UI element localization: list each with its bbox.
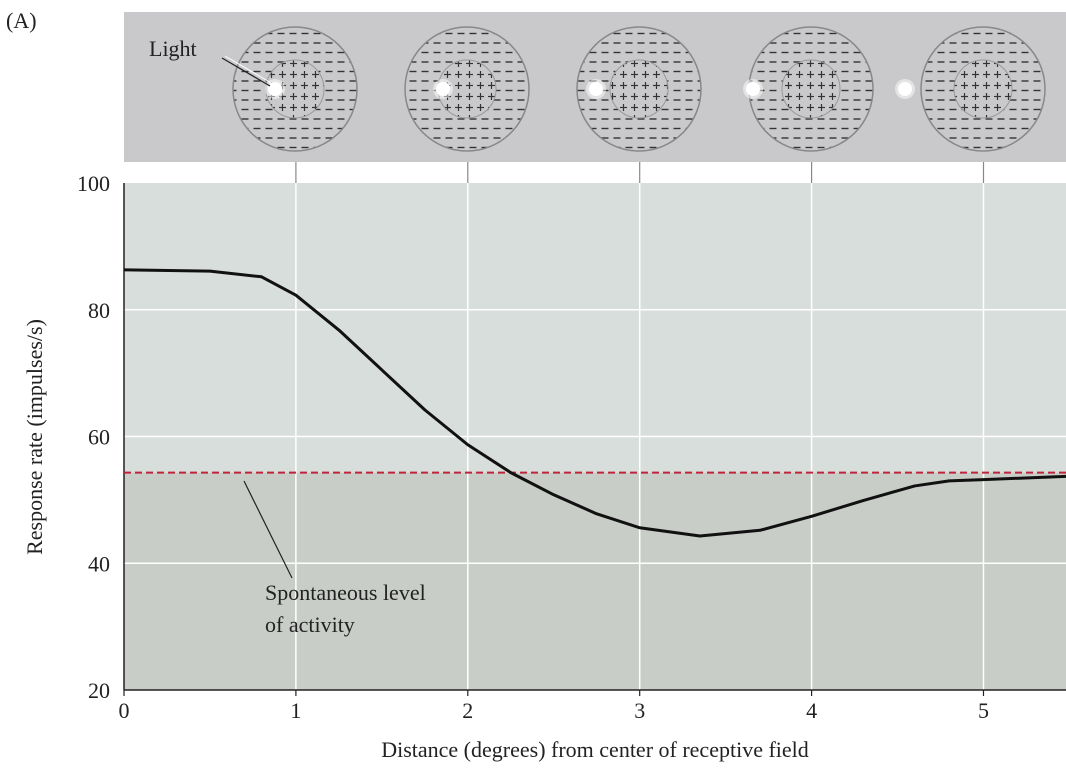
x-tick-label: 1 <box>290 698 301 723</box>
light-spot <box>268 82 282 96</box>
x-tick-label: 4 <box>806 698 817 723</box>
plot-background-upper <box>124 183 1066 473</box>
y-tick-label: 40 <box>88 551 110 576</box>
y-tick-label: 80 <box>88 298 110 323</box>
x-tick-label: 2 <box>462 698 473 723</box>
panel-label: (A) <box>6 8 37 33</box>
light-spot <box>746 82 760 96</box>
stimulus-label: Light <box>149 36 197 61</box>
x-tick-label: 3 <box>634 698 645 723</box>
receptive-field-center <box>954 60 1012 118</box>
receptive-field-center <box>782 60 840 118</box>
chart: Light 20 40 60 80 100 0 1 2 3 4 5 Spontaneous level… <box>0 0 1066 769</box>
x-axis-label: Distance (degrees) from center of recept… <box>381 737 809 762</box>
light-spot <box>898 82 912 96</box>
light-spot <box>589 82 603 96</box>
reference-label: Spontaneous level <box>265 580 426 605</box>
y-tick-label: 60 <box>88 425 110 450</box>
x-tick-label: 5 <box>978 698 989 723</box>
y-axis-label: Response rate (impulses/s) <box>22 319 47 555</box>
x-tick-label: 0 <box>119 698 130 723</box>
light-spot <box>436 82 450 96</box>
reference-label: of activity <box>265 612 355 637</box>
receptive-field-center <box>610 60 668 118</box>
y-tick-label: 100 <box>77 171 110 196</box>
y-tick-label: 20 <box>88 678 110 703</box>
